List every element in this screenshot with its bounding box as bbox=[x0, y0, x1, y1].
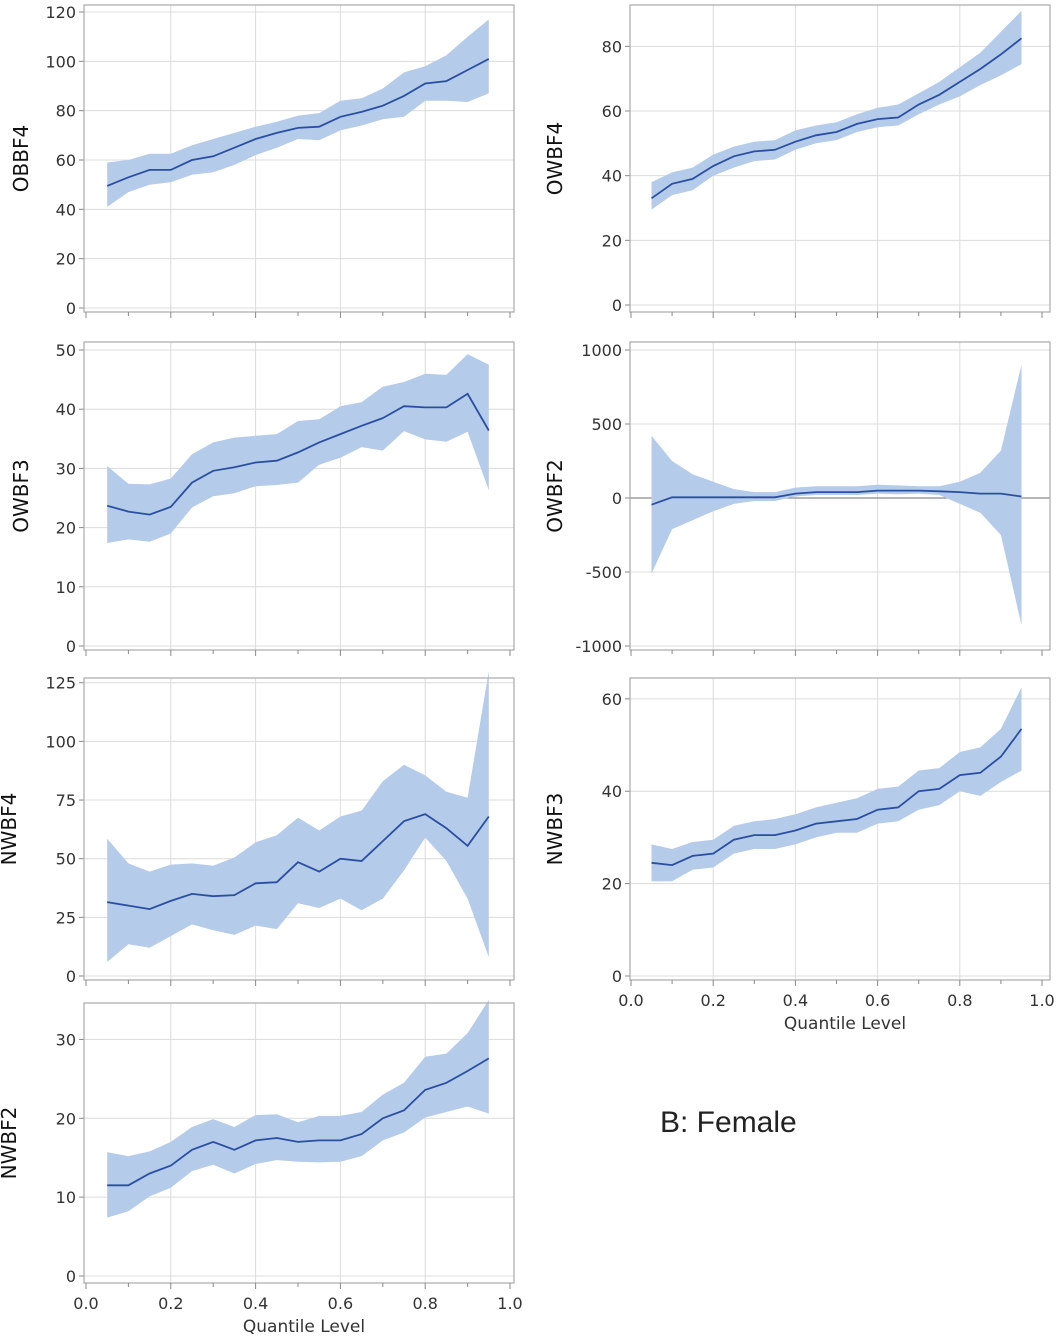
panel-nwbf2: 0 10 20 30 0.0 0.2 0.4 0.6 0.8 1.0 Quantile Level N… bbox=[0, 1000, 523, 1337]
plot-frame-owbf4 bbox=[629, 4, 1051, 313]
estimate-line-nwbf2 bbox=[107, 1057, 490, 1187]
x-tick-label-nwbf2: 0.4 bbox=[243, 1294, 268, 1313]
y-tick-label-nwbf2: 20 bbox=[56, 1109, 76, 1128]
y-tick-label-nwbf4: 100 bbox=[45, 732, 76, 751]
confidence-band-owbf4 bbox=[651, 10, 1022, 210]
x-tick-label-nwbf2: 0.2 bbox=[158, 1294, 183, 1313]
y-tick-label-owbf3: 0 bbox=[66, 637, 76, 656]
x-axis-label-nwbf3: Quantile Level bbox=[784, 1014, 906, 1034]
y-tick-label-owbf3: 40 bbox=[56, 400, 76, 419]
y-tick-label-nwbf2: 10 bbox=[56, 1188, 76, 1207]
y-tick-label-nwbf2: 30 bbox=[56, 1030, 76, 1049]
panel-obbf4: 0 20 40 60 80 100 120 OBBF4 bbox=[9, 3, 515, 318]
plot-frame-owbf3 bbox=[83, 341, 515, 651]
panel-owbf3: 0 10 20 30 40 50 OWBF3 bbox=[9, 341, 515, 656]
y-axis-label-obbf4: OBBF4 bbox=[9, 125, 33, 192]
panel-owbf2: -1000 -500 0 500 1000 OWBF2 bbox=[543, 341, 1051, 656]
estimate-line-obbf4 bbox=[106, 58, 490, 187]
x-tick-label-nwbf3: 1.0 bbox=[1029, 991, 1054, 1010]
y-axis-label-nwbf4: NWBF4 bbox=[0, 793, 21, 866]
y-tick-label-owbf3: 10 bbox=[56, 578, 76, 597]
y-tick-label-nwbf4: 50 bbox=[56, 850, 76, 869]
confidence-band-nwbf2 bbox=[107, 1000, 489, 1218]
y-tick-label-nwbf4: 25 bbox=[56, 908, 76, 927]
panel-owbf4: 0 20 40 60 80 OWBF4 bbox=[543, 4, 1051, 318]
y-tick-label-owbf4: 0 bbox=[612, 296, 622, 315]
y-tick-label-obbf4: 100 bbox=[45, 52, 76, 71]
estimate-line-owbf4 bbox=[650, 37, 1023, 200]
x-tick-label-nwbf2: 1.0 bbox=[497, 1294, 522, 1313]
y-tick-label-obbf4: 80 bbox=[56, 102, 76, 121]
y-tick-label-nwbf3: 40 bbox=[602, 782, 622, 801]
y-axis-label-nwbf3: NWBF3 bbox=[543, 793, 567, 866]
plot-frame-nwbf4 bbox=[83, 677, 515, 981]
plot-frame-nwbf2 bbox=[83, 1002, 515, 1284]
y-tick-label-nwbf3: 20 bbox=[602, 875, 622, 894]
x-tick-label-nwbf2: 0.0 bbox=[73, 1294, 98, 1313]
x-tick-label-nwbf3: 0.4 bbox=[783, 991, 808, 1010]
x-tick-label-nwbf3: 0.0 bbox=[618, 991, 643, 1010]
y-tick-label-owbf2: -1000 bbox=[576, 637, 623, 656]
y-tick-label-owbf4: 80 bbox=[602, 37, 622, 56]
y-tick-label-nwbf2: 0 bbox=[66, 1267, 76, 1286]
y-axis-label-owbf4: OWBF4 bbox=[543, 122, 567, 195]
y-tick-label-owbf4: 60 bbox=[602, 102, 622, 121]
confidence-band-nwbf4 bbox=[107, 671, 489, 962]
y-tick-label-owbf2: -500 bbox=[586, 563, 622, 582]
y-tick-label-owbf3: 50 bbox=[56, 341, 76, 360]
confidence-band-obbf4 bbox=[107, 19, 489, 207]
y-tick-label-nwbf4: 125 bbox=[45, 674, 76, 693]
y-tick-label-obbf4: 0 bbox=[66, 299, 76, 318]
y-tick-label-nwbf3: 60 bbox=[602, 690, 622, 709]
y-axis-label-owbf3: OWBF3 bbox=[9, 459, 33, 532]
y-tick-label-owbf2: 0 bbox=[612, 489, 622, 508]
x-tick-label-nwbf3: 0.6 bbox=[865, 991, 890, 1010]
y-tick-label-owbf3: 20 bbox=[56, 519, 76, 538]
estimate-line-owbf3 bbox=[106, 392, 490, 516]
plot-frame-obbf4 bbox=[83, 4, 515, 313]
x-tick-label-nwbf2: 0.8 bbox=[412, 1294, 437, 1313]
y-tick-label-owbf2: 1000 bbox=[581, 341, 622, 360]
y-tick-label-nwbf3: 0 bbox=[612, 967, 622, 986]
x-tick-label-nwbf3: 0.8 bbox=[947, 991, 972, 1010]
estimate-line-nwbf4 bbox=[107, 813, 490, 911]
confidence-band-owbf2 bbox=[651, 364, 1022, 626]
y-tick-label-owbf4: 20 bbox=[602, 231, 622, 250]
figure-caption: B: Female bbox=[660, 1106, 797, 1139]
plot-frame-owbf2 bbox=[629, 341, 1051, 651]
y-tick-label-obbf4: 40 bbox=[56, 200, 76, 219]
x-tick-label-nwbf3: 0.2 bbox=[700, 991, 725, 1010]
x-axis-label-nwbf2: Quantile Level bbox=[243, 1317, 365, 1337]
y-tick-label-nwbf4: 0 bbox=[66, 967, 76, 986]
confidence-band-nwbf3 bbox=[651, 687, 1022, 882]
y-tick-label-nwbf4: 75 bbox=[56, 791, 76, 810]
estimate-line-owbf2 bbox=[651, 489, 1022, 506]
y-tick-label-obbf4: 60 bbox=[56, 151, 76, 170]
x-tick-label-nwbf2: 0.6 bbox=[328, 1294, 353, 1313]
y-axis-label-nwbf2: NWBF2 bbox=[0, 1107, 21, 1180]
y-tick-label-owbf4: 40 bbox=[602, 167, 622, 186]
y-tick-label-obbf4: 120 bbox=[45, 3, 76, 22]
y-tick-label-owbf3: 30 bbox=[56, 459, 76, 478]
confidence-band-owbf3 bbox=[107, 354, 489, 543]
plot-frame-nwbf3 bbox=[629, 677, 1051, 981]
panel-nwbf3: 0 20 40 60 0.0 0.2 0.4 0.6 0.8 1.0 Quantile Level N… bbox=[543, 677, 1055, 1034]
y-axis-label-owbf2: OWBF2 bbox=[543, 459, 567, 532]
y-tick-label-owbf2: 500 bbox=[591, 415, 622, 434]
estimate-line-nwbf3 bbox=[651, 728, 1023, 867]
y-tick-label-obbf4: 20 bbox=[56, 250, 76, 269]
panel-nwbf4: 0 25 50 75 100 125 NWBF4 bbox=[0, 671, 515, 986]
